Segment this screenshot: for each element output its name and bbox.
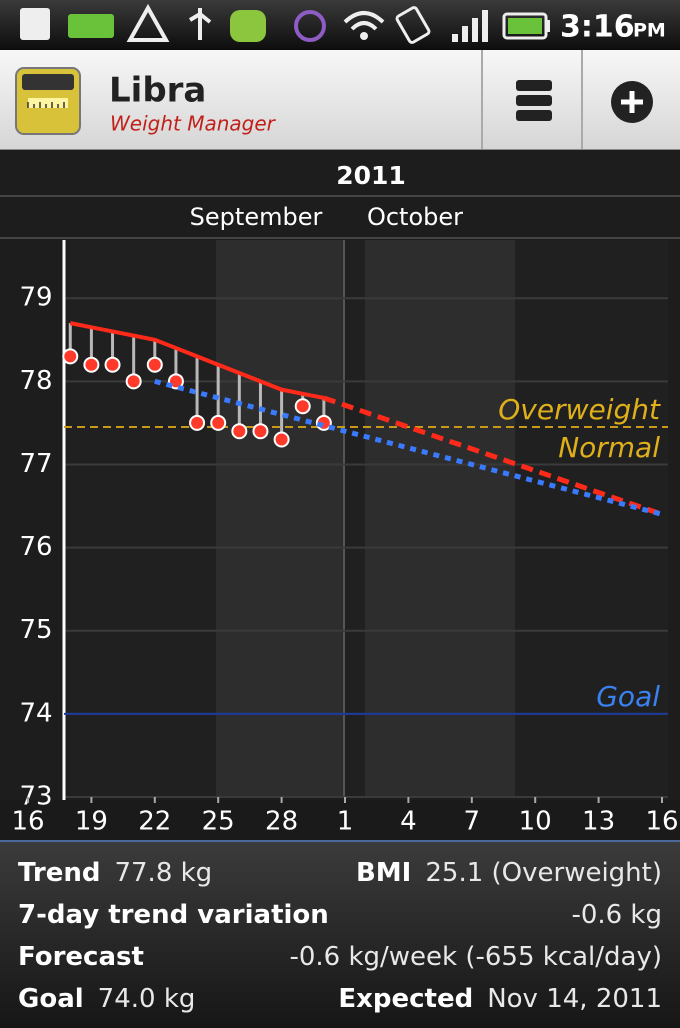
notification-icons <box>20 3 550 44</box>
stats-row: Trend 77.8 kg BMI 25.1 (Overweight) <box>18 852 662 894</box>
x-tick-label: 16 <box>645 807 678 837</box>
stats-right: Expected Nov 14, 2011 <box>338 984 662 1014</box>
series-line <box>323 395 663 517</box>
y-tick-label: 77 <box>19 449 52 479</box>
stats-row: Goal 74.0 kg Expected Nov 14, 2011 <box>18 978 662 1020</box>
weight-point <box>273 431 290 448</box>
stats-left: Forecast <box>18 942 158 972</box>
series-line <box>69 321 325 400</box>
month-label: October <box>367 203 463 231</box>
app-title: Libra <box>109 71 206 111</box>
reference-label: Goal <box>596 680 660 713</box>
stat-value: -0.6 kg/week (-655 kcal/day) <box>289 942 662 972</box>
x-tick-label: 13 <box>582 807 615 837</box>
x-tick-label: 4 <box>400 807 417 837</box>
app-subtitle: Weight Manager <box>110 112 277 136</box>
stat-label: Trend <box>18 858 101 888</box>
weight-point <box>125 373 142 390</box>
y-tick-label: 78 <box>19 366 52 396</box>
stats-left: Goal 74.0 kg <box>18 984 195 1014</box>
stat-label: Forecast <box>18 942 144 972</box>
x-tick-label: 22 <box>138 807 171 837</box>
stats-panel: Trend 77.8 kg BMI 25.1 (Overweight) 7-day tr… <box>0 840 680 1028</box>
week-band <box>365 240 515 797</box>
x-axis-band <box>0 800 680 840</box>
stat-value: 74.0 kg <box>97 984 196 1014</box>
y-tick-label: 79 <box>19 283 52 313</box>
stats-right: -0.6 kg/week (-655 kcal/day) <box>289 942 662 972</box>
weight-point <box>83 356 100 373</box>
x-tick-label: 10 <box>519 807 552 837</box>
stats-left: 7-day trend variation <box>18 900 343 930</box>
stat-value: 77.8 kg <box>114 858 213 888</box>
x-tick-label: 7 <box>464 807 481 837</box>
year-label: 2011 <box>336 161 406 190</box>
add-button[interactable] <box>611 81 653 123</box>
weight-point <box>189 414 206 431</box>
y-tick-label: 73 <box>19 782 52 812</box>
stats-row: 7-day trend variation -0.6 kg <box>18 894 662 936</box>
x-tick-label: 19 <box>75 807 108 837</box>
weight-point <box>252 423 269 440</box>
stat-label: Expected <box>338 984 474 1014</box>
stats-right: BMI 25.1 (Overweight) <box>356 858 662 888</box>
weight-point <box>294 398 311 415</box>
stat-label: BMI <box>355 858 412 888</box>
stat-value: 25.1 (Overweight) <box>425 858 662 888</box>
y-tick-label: 75 <box>19 615 52 645</box>
stats-left: Trend 77.8 kg <box>18 858 212 888</box>
series-line <box>154 378 663 517</box>
week-band <box>216 240 344 797</box>
stat-label: 7-day trend variation <box>18 900 329 930</box>
reference-label: Overweight <box>498 393 661 426</box>
stats-right: -0.6 kg <box>571 900 662 930</box>
x-tick-label: 1 <box>337 807 354 837</box>
x-tick-label: 28 <box>265 807 298 837</box>
action-bar: Libra Weight Manager <box>0 50 680 150</box>
clock-period: PM <box>633 20 666 42</box>
weight-point <box>104 356 121 373</box>
stat-value: Nov 14, 2011 <box>487 984 662 1014</box>
month-label: September <box>190 203 323 231</box>
y-tick-label: 76 <box>19 532 52 562</box>
weight-point <box>62 348 79 365</box>
stats-row: Forecast -0.6 kg/week (-655 kcal/day) <box>18 936 662 978</box>
x-tick-label: 16 <box>11 807 44 837</box>
app-icon <box>15 67 81 135</box>
stat-label: Goal <box>18 984 84 1014</box>
weight-point <box>146 356 163 373</box>
reference-label: Normal <box>558 431 660 464</box>
weight-point <box>231 423 248 440</box>
clock-time: 3:16 <box>560 10 635 45</box>
x-tick-label: 25 <box>202 807 235 837</box>
y-tick-label: 74 <box>19 698 52 728</box>
stat-value: -0.6 kg <box>571 900 662 930</box>
status-bar: 3:16 PM <box>0 0 680 50</box>
list-button[interactable] <box>516 80 552 121</box>
weight-point <box>210 414 227 431</box>
